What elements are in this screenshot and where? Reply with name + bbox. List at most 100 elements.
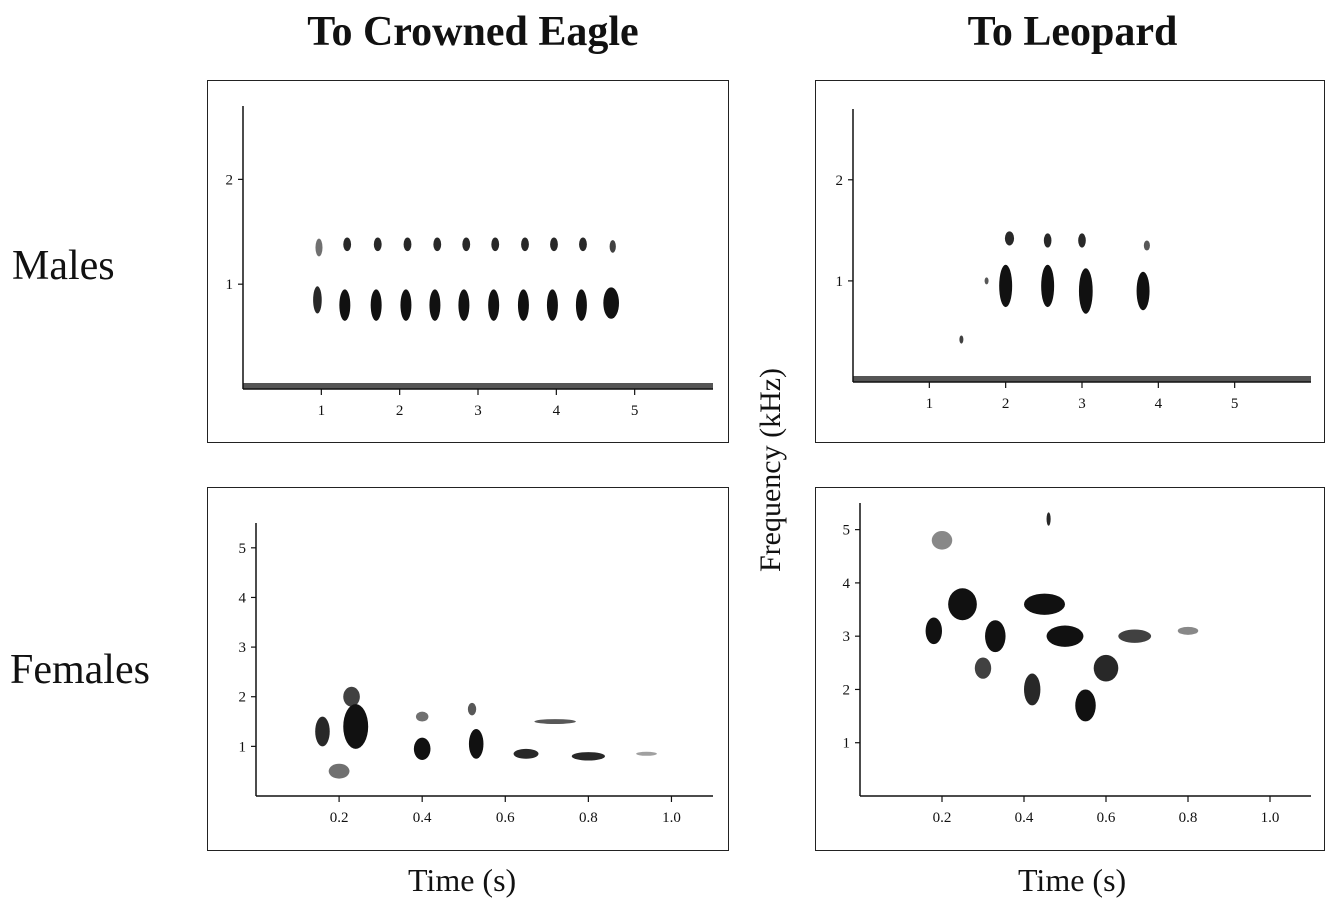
spectrogram-blob bbox=[339, 289, 351, 321]
spectrogram-blob bbox=[343, 237, 352, 252]
x-tick-label: 2 bbox=[396, 403, 404, 419]
spectrogram-blob bbox=[400, 289, 412, 321]
x-axis-label-right: Time (s) bbox=[1018, 862, 1127, 898]
spectrogram-blob bbox=[1177, 626, 1199, 635]
y-tick-label: 5 bbox=[843, 523, 851, 539]
column-title-crowned-eagle: To Crowned Eagle bbox=[307, 9, 639, 55]
x-tick-label: 0.8 bbox=[1179, 810, 1198, 826]
spectrogram-blob bbox=[925, 617, 942, 645]
x-tick-label: 1 bbox=[926, 396, 934, 412]
y-tick-label: 2 bbox=[226, 172, 234, 188]
y-tick-label: 5 bbox=[239, 541, 247, 557]
spectrogram-blob bbox=[343, 704, 369, 749]
x-tick-label: 1.0 bbox=[1261, 810, 1280, 826]
x-tick-label: 5 bbox=[1231, 396, 1239, 412]
spectrogram-blob bbox=[974, 657, 992, 679]
spectrogram-blob bbox=[1024, 593, 1065, 615]
spectrogram-svg: 1 2 3 4 5 1 2 bbox=[836, 109, 1311, 412]
row-label-males: Males bbox=[12, 243, 115, 289]
x-tick-label: 0.6 bbox=[496, 810, 515, 826]
x-tick-label: 0.4 bbox=[413, 810, 432, 826]
y-tick-label: 1 bbox=[843, 736, 851, 752]
y-tick-label: 3 bbox=[239, 640, 247, 656]
y-tick-label: 1 bbox=[226, 277, 234, 293]
spectrogram-blob bbox=[1118, 629, 1152, 643]
spectrogram-blob bbox=[948, 588, 977, 621]
spectrogram-blob bbox=[315, 716, 330, 747]
spectrogram-blob bbox=[959, 335, 964, 344]
spectrogram-blob bbox=[488, 289, 500, 321]
spectrogram-blob bbox=[413, 737, 431, 761]
spectrogram-blob bbox=[315, 238, 323, 257]
spectrogram-blob bbox=[1078, 233, 1086, 248]
x-tick-label: 3 bbox=[474, 403, 482, 419]
spectrogram-blob bbox=[579, 237, 587, 252]
spectrogram-blob bbox=[636, 751, 657, 756]
x-tick-label: 1.0 bbox=[662, 810, 681, 826]
x-tick-label: 0.8 bbox=[579, 810, 598, 826]
x-tick-label: 4 bbox=[553, 403, 561, 419]
spectrogram-blob bbox=[1041, 264, 1055, 308]
spectrogram-blob bbox=[313, 286, 322, 314]
spectrogram-blob bbox=[1046, 512, 1051, 526]
spectrogram-svg: 0.2 0.4 0.6 0.8 1.0 1 2 3 4 5 bbox=[843, 503, 1311, 826]
spectrogram-blob bbox=[1078, 268, 1093, 314]
spectrogram-blob bbox=[571, 752, 605, 761]
x-tick-label: 1 bbox=[318, 403, 326, 419]
x-tick-label: 0.4 bbox=[1015, 810, 1034, 826]
spectrogram-blob bbox=[550, 237, 558, 252]
x-tick-label: 4 bbox=[1155, 396, 1163, 412]
spectrogram-blob bbox=[1075, 689, 1096, 722]
spectrogram-blob bbox=[1046, 625, 1084, 647]
y-tick-label: 4 bbox=[239, 590, 247, 606]
spectrogram-blob bbox=[931, 530, 953, 550]
spectrogram-blob bbox=[603, 287, 619, 319]
spectrogram-blob bbox=[373, 237, 382, 252]
spectrogram-blob bbox=[1143, 240, 1150, 251]
spectrogram-svg: 0.2 0.4 0.6 0.8 1.0 1 2 3 4 5 bbox=[239, 523, 713, 826]
spectrogram-blob bbox=[433, 237, 442, 252]
spectrogram-females-crowned-eagle: 0.2 0.4 0.6 0.8 1.0 1 2 3 4 5 bbox=[207, 487, 729, 851]
spectrogram-blob bbox=[467, 702, 477, 716]
x-axis-label-left: Time (s) bbox=[408, 862, 517, 898]
spectrogram-blob bbox=[609, 240, 616, 253]
spectrogram-blob bbox=[403, 237, 412, 252]
spectrogram-blob bbox=[343, 686, 360, 707]
column-title-leopard: To Leopard bbox=[967, 9, 1178, 55]
spectrogram-blob bbox=[1136, 271, 1150, 311]
spectrogram-blob bbox=[370, 289, 382, 321]
x-tick-label: 2 bbox=[1002, 396, 1010, 412]
spectrogram-blob bbox=[458, 289, 470, 321]
spectrogram-blob bbox=[491, 237, 500, 252]
x-tick-label: 0.2 bbox=[933, 810, 952, 826]
spectrogram-males-crowned-eagle: 1 2 3 4 5 1 2 bbox=[207, 80, 729, 443]
spectrogram-males-leopard: 1 2 3 4 5 1 2 bbox=[815, 80, 1325, 443]
x-tick-label: 3 bbox=[1078, 396, 1086, 412]
spectrogram-blob bbox=[1024, 673, 1041, 706]
spectrogram-blob bbox=[999, 264, 1013, 308]
y-tick-label: 1 bbox=[239, 739, 247, 755]
x-tick-label: 0.6 bbox=[1097, 810, 1116, 826]
spectrogram-blob bbox=[521, 237, 529, 252]
spectrogram-blob bbox=[1093, 654, 1119, 682]
x-tick-label: 5 bbox=[631, 403, 639, 419]
spectrogram-blob bbox=[984, 277, 989, 285]
y-tick-label: 1 bbox=[836, 274, 844, 290]
spectrogram-blob bbox=[985, 620, 1006, 653]
y-tick-label: 2 bbox=[843, 682, 851, 698]
spectrogram-blob bbox=[328, 763, 350, 779]
spectrogram-females-leopard: 0.2 0.4 0.6 0.8 1.0 1 2 3 4 5 bbox=[815, 487, 1325, 851]
spectrogram-blob bbox=[415, 711, 429, 722]
y-tick-label: 3 bbox=[843, 629, 851, 645]
row-label-females: Females bbox=[10, 647, 150, 693]
y-axis-label: Frequency (kHz) bbox=[754, 367, 787, 573]
noise-floor-band bbox=[853, 376, 1311, 382]
spectrogram-blob bbox=[462, 237, 471, 252]
spectrogram-blob bbox=[534, 719, 576, 725]
spectrogram-blob bbox=[1043, 233, 1052, 248]
spectrogram-svg: 1 2 3 4 5 1 2 bbox=[226, 106, 713, 419]
spectrogram-blob bbox=[546, 289, 558, 321]
spectrogram-blob bbox=[429, 289, 441, 321]
spectrogram-blob bbox=[575, 289, 587, 321]
noise-floor-band bbox=[243, 383, 713, 389]
